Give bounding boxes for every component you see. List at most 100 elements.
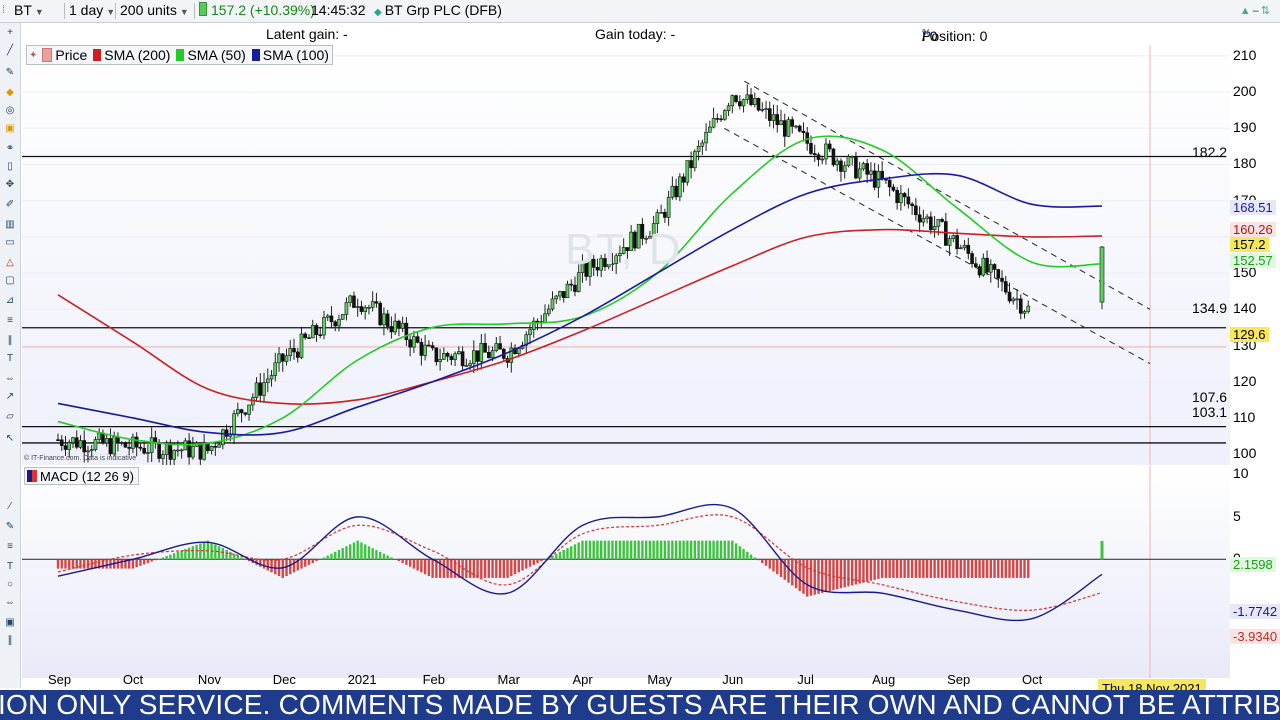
macd-histogram-bar <box>787 559 790 583</box>
pen-icon[interactable]: ✎ <box>5 67 15 78</box>
macd-histogram-bar <box>817 559 820 594</box>
sma200-line <box>57 228 1103 405</box>
pin-icon[interactable]: ✦ <box>29 49 38 61</box>
candle-body <box>86 450 90 453</box>
macd-histogram-bar <box>644 540 648 560</box>
macd-histogram-bar <box>701 540 704 560</box>
macd-histogram-bar <box>656 540 659 560</box>
note-icon[interactable]: ▣ <box>5 123 15 134</box>
legend-sma200[interactable]: SMA (200) <box>90 47 173 63</box>
frame-icon[interactable]: ▭ <box>5 237 15 248</box>
level-label-182: 182.2 <box>1192 144 1228 160</box>
macd-histogram-bar <box>611 540 614 560</box>
time-axis[interactable]: Sep Oct Nov Dec 2021 Feb Mar Apr May Jun Jul Aug Sep… <box>22 672 1280 690</box>
candle-body <box>561 291 566 299</box>
indicator-channel-icon[interactable]: ∥ <box>7 635 13 646</box>
macd-swatch <box>27 470 37 482</box>
text-tool-icon[interactable]: T <box>6 353 14 364</box>
macd-histogram-bar <box>472 559 476 578</box>
indicator-loop-icon[interactable]: ○ <box>6 579 14 590</box>
interval-dropdown[interactable]: 1 day ▼ <box>69 0 115 20</box>
channel-icon[interactable]: ∥ <box>7 335 13 346</box>
ruler-icon[interactable]: ⊿ <box>5 295 15 306</box>
macd-histogram-bar <box>888 559 891 578</box>
document-icon[interactable]: ▯ <box>7 161 13 172</box>
cursor-icon[interactable]: + <box>7 27 13 38</box>
units-dropdown[interactable]: 200 units ▼ <box>120 0 189 20</box>
price-chart[interactable] <box>22 45 1230 465</box>
triangle-icon[interactable]: △ <box>6 257 14 268</box>
macd-histogram-bar <box>161 557 165 560</box>
macd-histogram-bar <box>622 540 625 560</box>
line-tool-icon[interactable]: ╱ <box>6 45 14 56</box>
candle-body <box>168 443 173 460</box>
alert-icon[interactable]: ◆ <box>6 87 14 98</box>
candle-body <box>352 295 356 308</box>
indicator-measure-icon[interactable]: ⇔ <box>5 597 15 608</box>
candle-body <box>262 382 266 396</box>
macd-histogram-bar <box>764 559 768 566</box>
arrows-icon[interactable]: ⇅ <box>1260 5 1272 17</box>
macd-histogram-bar <box>90 559 93 569</box>
candle-body <box>265 378 270 383</box>
candle-body <box>708 126 712 133</box>
signal-line <box>57 514 1103 612</box>
trash-icon[interactable]: ▥ <box>5 219 15 230</box>
candle-body <box>206 442 210 451</box>
price-chart-panel[interactable] <box>22 45 1230 465</box>
indicator-line-icon[interactable]: ⁄ <box>9 501 11 512</box>
indicator-settings-icon[interactable]: ▣ <box>5 617 15 628</box>
rectangle-icon[interactable]: ▢ <box>5 275 15 286</box>
sma50-badge: 152.57 <box>1230 253 1276 268</box>
candle-body <box>464 365 469 367</box>
arrow-tool-icon[interactable]: ↗ <box>5 391 15 402</box>
crosshair-icon[interactable]: ✥ <box>5 179 15 190</box>
macd-histogram-bar <box>214 544 217 560</box>
macd-chart[interactable] <box>22 466 1230 678</box>
candle-body <box>146 452 150 454</box>
sma200-swatch <box>93 49 102 61</box>
candle-body <box>839 160 843 172</box>
candle-body <box>307 337 311 339</box>
candle-body <box>198 442 203 460</box>
candle-body <box>127 446 131 449</box>
macd-histogram-bar <box>412 559 416 569</box>
macd-histogram-bar <box>674 540 678 560</box>
macd-histogram-bar <box>191 546 195 560</box>
legend-price[interactable]: Price <box>39 47 90 63</box>
candle-body <box>78 440 83 448</box>
brush-icon[interactable]: ✐ <box>5 199 15 210</box>
pointer-icon[interactable]: ↖ <box>5 433 15 444</box>
legend-sma50[interactable]: SMA (50) <box>173 47 248 63</box>
candle-body <box>752 98 757 106</box>
candle-body <box>741 99 746 107</box>
candle-body <box>67 442 72 450</box>
zoom-icon[interactable]: ◎ <box>5 105 15 116</box>
window-controls[interactable]: ▲–⇅ <box>1240 4 1272 17</box>
macd-legend[interactable]: MACD (12 26 9) <box>24 467 139 485</box>
macd-histogram-bar <box>431 559 434 578</box>
candle-body <box>434 347 439 363</box>
link-icon[interactable]: ⚭ <box>5 143 15 154</box>
candle-body <box>745 94 750 100</box>
eraser-icon[interactable]: ▱ <box>6 411 14 422</box>
indicator-pen-icon[interactable]: ✎ <box>5 521 15 532</box>
close-position-icon[interactable]: ✕ <box>922 28 931 39</box>
arrow-up-icon[interactable]: ▲ <box>1239 5 1253 17</box>
macd-panel[interactable] <box>22 466 1230 678</box>
macd-histogram-bar <box>854 559 858 585</box>
candle-body <box>149 437 154 453</box>
indicator-text-icon[interactable]: T <box>6 561 14 572</box>
legend-sma100[interactable]: SMA (100) <box>249 47 332 63</box>
fib-icon[interactable]: ≡ <box>7 315 13 326</box>
symbol-dropdown[interactable]: BT ▼ <box>14 0 44 20</box>
macd-histogram-bar <box>450 559 453 578</box>
interval-label: 1 day <box>69 2 104 18</box>
minimize-icon[interactable]: – <box>1252 5 1261 17</box>
candle-body <box>438 359 442 363</box>
indicator-fib-icon[interactable]: ≡ <box>7 541 13 552</box>
candle-body <box>408 339 412 348</box>
instrument-icon: ◆ <box>374 7 382 18</box>
measure-icon[interactable]: ⇔ <box>5 373 15 384</box>
price-scale[interactable] <box>1230 45 1280 678</box>
